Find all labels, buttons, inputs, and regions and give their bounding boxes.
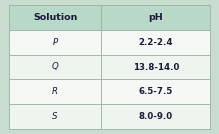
Bar <box>101 30 210 55</box>
Bar <box>101 104 210 129</box>
Text: P: P <box>53 38 58 47</box>
Bar <box>101 5 210 30</box>
Text: Q: Q <box>52 62 58 72</box>
Bar <box>101 55 210 79</box>
Bar <box>9 5 101 30</box>
Text: Solution: Solution <box>33 13 77 22</box>
Bar <box>9 55 101 79</box>
Text: 13.8-14.0: 13.8-14.0 <box>133 62 179 72</box>
Bar <box>9 104 101 129</box>
Text: R: R <box>52 87 58 96</box>
Text: 8.0-9.0: 8.0-9.0 <box>139 112 173 121</box>
Text: 2.2-2.4: 2.2-2.4 <box>139 38 173 47</box>
Bar <box>9 30 101 55</box>
Text: S: S <box>52 112 58 121</box>
Bar <box>101 79 210 104</box>
Text: 6.5-7.5: 6.5-7.5 <box>139 87 173 96</box>
Bar <box>9 79 101 104</box>
Text: pH: pH <box>148 13 163 22</box>
